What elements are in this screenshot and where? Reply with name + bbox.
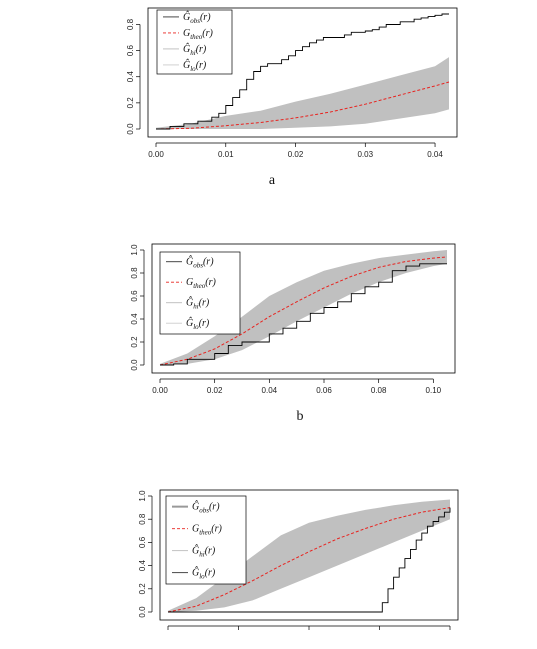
legend-label-obs-arg: (r) <box>203 257 214 268</box>
x-tick-label: 0.02 <box>207 386 223 395</box>
y-tick-label: 0.4 <box>130 313 139 325</box>
legend-label-theo: Gtheo(r) <box>183 28 214 41</box>
legend-label-theo-base: G <box>186 277 193 288</box>
legend-label-lo-base: Ĝ <box>186 317 193 329</box>
legend-label-theo: Gtheo(r) <box>192 524 223 537</box>
legend-label-obs-sub: obs <box>199 507 209 515</box>
legend-label-lo-base: Ĝ <box>183 59 190 71</box>
x-tick-label: 0.06 <box>316 386 332 395</box>
y-tick-label: 0.8 <box>130 267 139 279</box>
chart-panel-3: 0.00.20.40.60.81.0Ĝobs(r)Gtheo(r)Ĝhi(r)Ĝ… <box>138 489 459 630</box>
legend-label-obs-arg: (r) <box>209 502 220 513</box>
legend-label-theo: Gtheo(r) <box>186 277 217 290</box>
y-tick-label: 0.0 <box>126 123 135 135</box>
y-tick-label: 1.0 <box>130 244 139 256</box>
legend-label-theo-sub: theo <box>190 33 203 41</box>
panel-label: b <box>297 409 304 424</box>
legend-label-lo-arg: (r) <box>199 318 210 329</box>
legend-label-obs-base: Ĝ <box>186 256 193 268</box>
legend-label-obs: Ĝobs(r) <box>186 256 214 270</box>
legend-label-obs-sub: obs <box>193 262 203 270</box>
legend-label-theo-sub: theo <box>193 282 206 290</box>
legend: Ĝobs(r)Gtheo(r)Ĝhi(r)Ĝlo(r) <box>165 495 247 585</box>
y-tick-label: 0.4 <box>138 559 147 571</box>
legend-label-obs-base: Ĝ <box>192 501 199 513</box>
legend-label-hi: Ĝhi(r) <box>192 545 216 559</box>
legend-label-obs-base: Ĝ <box>183 11 190 23</box>
legend-label-theo-arg: (r) <box>205 277 216 288</box>
legend-label-theo-base: G <box>192 524 199 535</box>
plot-frame <box>147 7 458 138</box>
chart-panel-2: 0.0 0.2 0.4 0.6 0.8 1.0 0.00 0.02 0.04 0.06 0.08 0.… <box>130 243 456 424</box>
legend-label-hi-sub: hi <box>199 551 205 559</box>
legend-box <box>165 495 247 585</box>
y-tick-label: 0.4 <box>126 71 135 83</box>
x-tick-label: 0.04 <box>427 150 443 159</box>
legend: Ĝobs(r)Gtheo(r)Ĝhi(r)Ĝlo(r) <box>156 9 233 75</box>
chart-panel-1: 0.00.20.40.60.80.00 0.01 0.02 0.03 0.04Ĝobs(… <box>126 7 458 188</box>
legend-label-theo-sub: theo <box>199 529 212 537</box>
y-tick-label: 0.8 <box>138 513 147 525</box>
legend-label-lo-arg: (r) <box>196 60 207 71</box>
x-tick-label: 0.03 <box>357 150 373 159</box>
y-tick-label: 0.6 <box>130 290 139 302</box>
legend-label-lo-sub: lo <box>193 323 199 331</box>
legend-label-hi: Ĝhi(r) <box>183 43 207 57</box>
legend-label-obs-sub: obs <box>190 17 200 25</box>
legend-label-obs: Ĝobs(r) <box>192 501 220 515</box>
x-tick-label: 0.01 <box>218 150 234 159</box>
envelope-band <box>156 57 449 129</box>
legend-label-lo: Ĝlo(r) <box>183 59 207 73</box>
legend-box <box>156 9 233 75</box>
legend-box <box>159 251 241 335</box>
plot-frame <box>151 243 456 374</box>
legend-label-lo-sub: lo <box>190 65 196 73</box>
legend-label-hi-base: Ĝ <box>186 297 193 309</box>
theoretical-line <box>155 81 450 130</box>
legend-label-hi-arg: (r) <box>196 44 207 55</box>
legend-label-hi-sub: hi <box>193 303 199 311</box>
panel-label: a <box>269 173 276 188</box>
legend-label-lo: Ĝlo(r) <box>192 567 216 581</box>
legend-label-lo-sub: lo <box>199 573 205 581</box>
legend-label-lo-base: Ĝ <box>192 567 199 579</box>
legend-label-lo: Ĝlo(r) <box>186 317 210 331</box>
x-tick-label: 0.10 <box>426 386 442 395</box>
legend-label-theo-base: G <box>183 28 190 39</box>
theoretical-line <box>159 256 448 366</box>
legend-label-obs: Ĝobs(r) <box>183 11 211 25</box>
observed-step-line <box>156 13 449 130</box>
legend-label-theo-arg: (r) <box>202 28 213 39</box>
legend-label-hi: Ĝhi(r) <box>186 297 210 311</box>
y-tick-label: 0.2 <box>138 583 147 595</box>
legend: Ĝobs(r)Gtheo(r)Ĝhi(r)Ĝlo(r) <box>159 251 241 335</box>
x-tick-label: 0.00 <box>152 386 168 395</box>
x-tick-label: 0.00 <box>148 150 164 159</box>
x-tick-label: 0.04 <box>262 386 278 395</box>
legend-label-obs-arg: (r) <box>200 12 211 23</box>
legend-label-hi-arg: (r) <box>199 298 210 309</box>
legend-label-lo-arg: (r) <box>205 568 216 579</box>
legend-label-hi-arg: (r) <box>205 546 216 557</box>
legend-label-hi-base: Ĝ <box>183 43 190 55</box>
y-tick-label: 0.2 <box>126 97 135 109</box>
y-tick-label: 0.6 <box>126 44 135 56</box>
x-tick-label: 0.08 <box>371 386 387 395</box>
y-tick-label: 0.0 <box>138 606 147 618</box>
y-tick-label: 0.6 <box>138 536 147 548</box>
y-tick-label: 0.8 <box>126 18 135 30</box>
observed-step-line <box>160 263 447 366</box>
legend-label-hi-base: Ĝ <box>192 545 199 557</box>
legend-label-hi-sub: hi <box>190 49 196 57</box>
legend-label-theo-arg: (r) <box>211 524 222 535</box>
y-tick-label: 1.0 <box>138 490 147 502</box>
plot-frame <box>159 489 459 621</box>
y-tick-label: 0.0 <box>130 359 139 371</box>
envelope-band <box>160 250 447 365</box>
observed-step-line <box>168 507 451 613</box>
x-tick-label: 0.02 <box>288 150 304 159</box>
y-tick-label: 0.2 <box>130 336 139 348</box>
